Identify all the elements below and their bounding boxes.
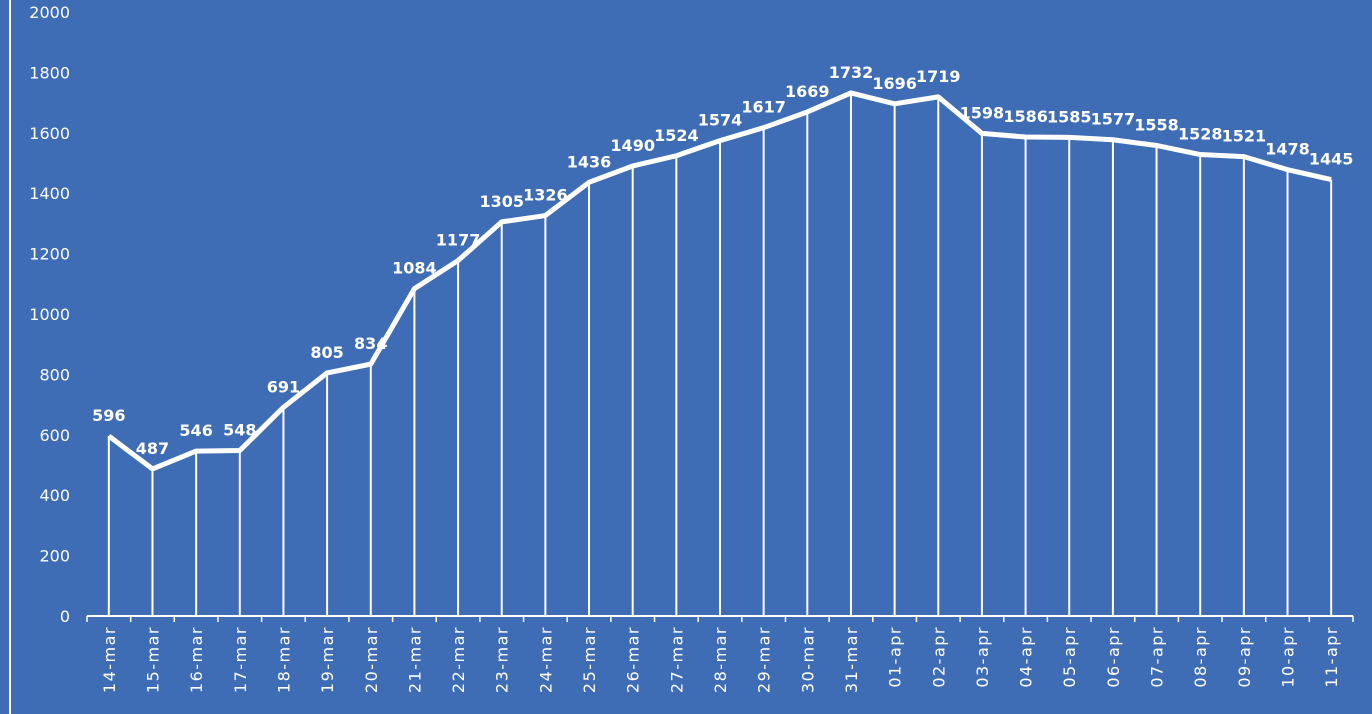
x-tick-label: 09-apr	[1235, 626, 1254, 688]
y-tick-label: 1800	[29, 63, 70, 82]
data-label: 1084	[392, 259, 437, 278]
x-tick-label: 01-apr	[886, 626, 905, 688]
x-tick-label: 30-mar	[798, 626, 817, 693]
x-tick-label: 03-apr	[973, 626, 992, 688]
x-tick-label: 04-apr	[1017, 626, 1036, 688]
y-tick-label: 600	[39, 426, 70, 445]
y-tick-label: 400	[39, 486, 70, 505]
data-label: 546	[179, 421, 212, 440]
x-tick-label: 23-mar	[493, 626, 512, 693]
line	[107, 90, 1332, 472]
x-tick-label: 02-apr	[929, 626, 948, 688]
data-label: 1586	[1003, 107, 1048, 126]
data-label: 487	[136, 439, 169, 458]
data-label: 1478	[1265, 140, 1310, 159]
x-tick-label: 27-mar	[667, 626, 686, 693]
data-label: 548	[223, 421, 256, 440]
data-label: 1436	[567, 152, 612, 171]
x-tick-label: 08-apr	[1191, 626, 1210, 688]
x-tick-label: 10-apr	[1279, 626, 1298, 688]
data-label: 1719	[916, 67, 961, 86]
data-label: 1558	[1134, 115, 1179, 134]
data-label: 1326	[523, 186, 568, 205]
data-label: 1617	[741, 98, 786, 117]
x-tick-label: 11-apr	[1322, 626, 1341, 688]
y-tick-label: 0	[60, 607, 70, 626]
y-tick-label: 1000	[29, 305, 70, 324]
x-tick-label: 29-mar	[755, 626, 774, 693]
x-tick-label: 06-apr	[1104, 626, 1123, 688]
x-tick-label: 17-mar	[231, 626, 250, 693]
y-tick-label: 800	[39, 365, 70, 384]
data-label: 1524	[654, 126, 699, 145]
y-tick-label: 1400	[29, 184, 70, 203]
data-label: 834	[354, 334, 387, 353]
y-tick-label: 200	[39, 547, 70, 566]
x-tick-label: 20-mar	[362, 626, 381, 693]
y-tick-label: 1600	[29, 124, 70, 143]
x-tick-label: 15-mar	[143, 626, 162, 693]
data-label: 1669	[785, 82, 830, 101]
x-tick-label: 05-apr	[1060, 626, 1079, 688]
data-label: 1598	[960, 103, 1005, 122]
x-tick-label: 19-mar	[318, 626, 337, 693]
x-tick-label: 14-mar	[100, 626, 119, 693]
y-tick-label: 1200	[29, 245, 70, 264]
x-tick-label: 28-mar	[711, 626, 730, 693]
data-label: 1528	[1178, 125, 1223, 144]
data-label: 1305	[479, 192, 524, 211]
data-label: 1577	[1091, 110, 1136, 129]
x-tick-label: 07-apr	[1148, 626, 1167, 688]
x-tick-label: 24-mar	[536, 626, 555, 693]
y-tick-label: 2000	[29, 3, 70, 22]
data-label: 1585	[1047, 107, 1092, 126]
data-label: 1574	[698, 111, 743, 130]
x-tick-label: 22-mar	[449, 626, 468, 693]
data-label: 1445	[1309, 150, 1354, 169]
x-tick-label: 16-mar	[187, 626, 206, 693]
x-tick-label: 31-mar	[842, 626, 861, 693]
data-label: 805	[310, 343, 343, 362]
data-label: 596	[92, 406, 125, 425]
data-label: 1521	[1222, 127, 1267, 146]
x-tick-label: 18-mar	[274, 626, 293, 693]
data-label: 1177	[436, 231, 481, 250]
data-label: 1696	[872, 74, 917, 93]
x-tick-label: 26-mar	[624, 626, 643, 693]
x-tick-label: 25-mar	[580, 626, 599, 693]
x-tick-label: 21-mar	[405, 626, 424, 693]
data-label: 1732	[829, 63, 874, 82]
data-label: 1490	[610, 136, 655, 155]
data-label: 691	[267, 377, 300, 396]
